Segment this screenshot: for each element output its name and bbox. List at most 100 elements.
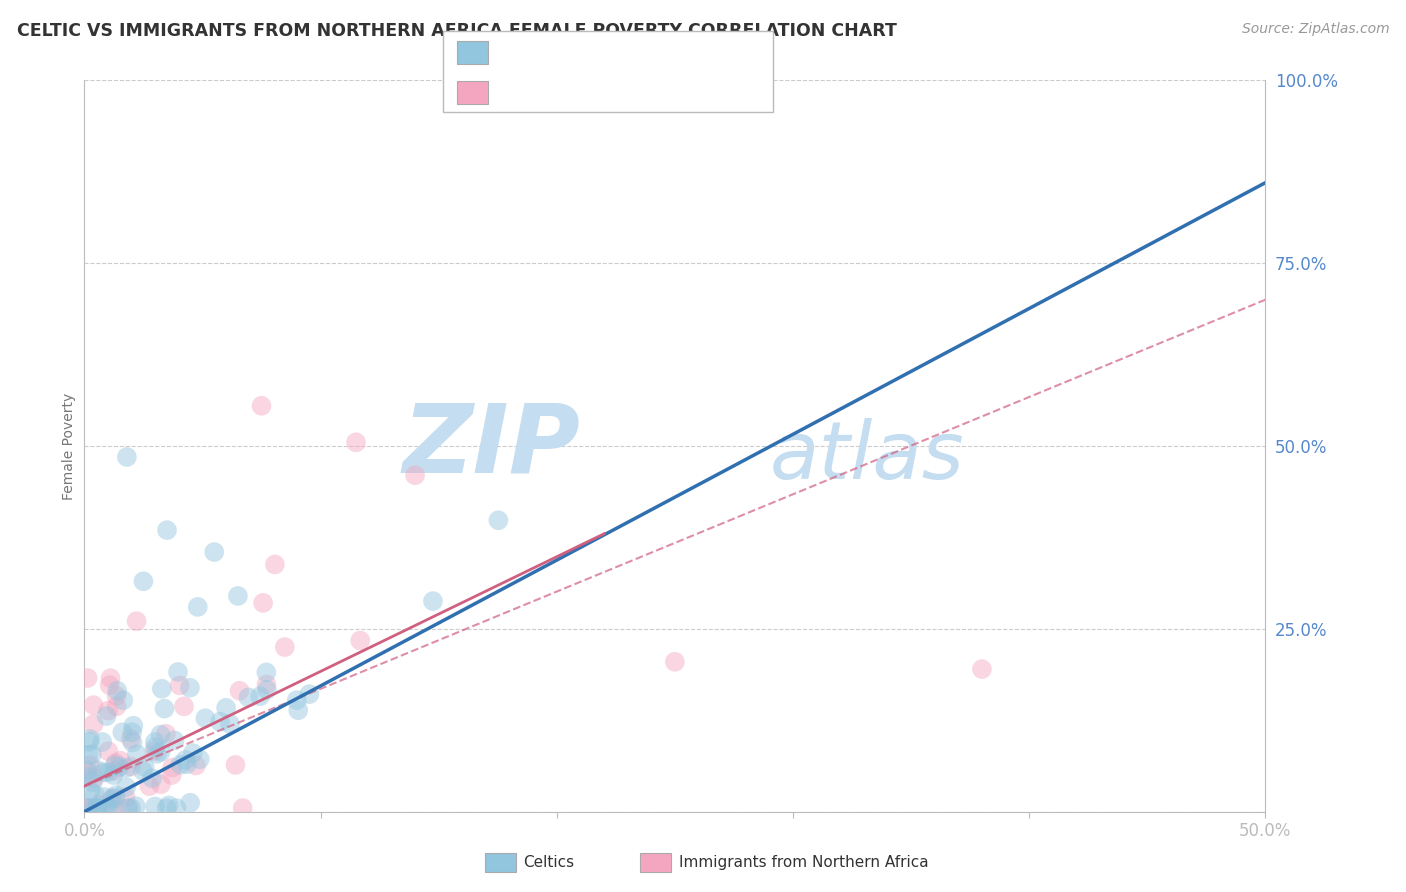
Point [125, 614, 148, 628]
Point [96, 709, 118, 723]
Point [93, 801, 115, 815]
Point [98, 801, 121, 815]
Point [97, 801, 120, 815]
Point [174, 753, 197, 767]
Point [132, 764, 155, 778]
Point [79, 783, 101, 797]
Point [143, 735, 166, 749]
Point [104, 764, 127, 778]
Point [209, 714, 232, 729]
Point [97, 744, 120, 758]
Point [238, 690, 260, 705]
Text: Celtics: Celtics [523, 855, 574, 870]
Point [110, 754, 132, 768]
Point [121, 725, 143, 739]
Point [149, 777, 172, 791]
Point [76, 801, 98, 815]
Point [77, 765, 100, 780]
Point [111, 725, 134, 739]
Point [166, 801, 188, 815]
Point [344, 435, 367, 450]
Point [160, 768, 183, 782]
Point [115, 780, 138, 794]
Point [256, 682, 278, 697]
Point [115, 450, 138, 464]
Point [125, 799, 148, 814]
Point [153, 701, 176, 715]
Point [83, 698, 105, 712]
Point [86, 801, 108, 815]
Point [76, 671, 98, 685]
Point [103, 768, 125, 782]
Point [143, 740, 166, 755]
Point [224, 758, 246, 772]
Point [82, 775, 104, 789]
Point [169, 678, 191, 692]
Point [249, 690, 271, 704]
Text: ZIP: ZIP [402, 400, 581, 492]
Point [80, 747, 103, 762]
Point [254, 677, 277, 691]
Point [226, 589, 249, 603]
Point [101, 801, 124, 815]
Point [121, 735, 143, 749]
Point [120, 731, 142, 746]
Point [141, 772, 163, 786]
Point [87, 797, 110, 812]
Point [83, 717, 105, 731]
Point [181, 746, 204, 760]
Point [117, 801, 139, 815]
Point [76, 801, 98, 815]
Point [86, 764, 108, 778]
Point [143, 799, 166, 814]
Point [215, 701, 238, 715]
Point [149, 728, 172, 742]
Point [264, 558, 287, 572]
Point [970, 662, 993, 676]
Text: N = 77: N = 77 [661, 44, 725, 62]
Point [86, 801, 108, 815]
Point [176, 757, 198, 772]
Point [149, 745, 172, 759]
Point [101, 793, 124, 807]
Point [122, 719, 145, 733]
Point [202, 545, 225, 559]
Point [132, 574, 155, 589]
Point [285, 693, 308, 707]
Point [163, 733, 186, 747]
Text: R = 0.429: R = 0.429 [502, 84, 598, 102]
Y-axis label: Female Poverty: Female Poverty [62, 392, 76, 500]
Point [79, 758, 101, 772]
Point [194, 711, 217, 725]
Point [162, 761, 184, 775]
Point [179, 796, 201, 810]
Point [250, 399, 273, 413]
Point [252, 596, 274, 610]
Point [91, 735, 114, 749]
Point [734, 84, 756, 98]
Point [120, 759, 142, 773]
Point [97, 704, 120, 718]
Point [76, 770, 98, 784]
Point [167, 665, 190, 679]
Point [83, 788, 105, 802]
Point [156, 523, 179, 537]
Point [179, 681, 201, 695]
Point [232, 801, 254, 815]
Point [97, 765, 120, 780]
Point [188, 752, 211, 766]
Point [157, 798, 180, 813]
Point [105, 699, 128, 714]
Point [93, 765, 115, 780]
Point [146, 747, 169, 761]
Point [287, 703, 309, 717]
Point [155, 801, 177, 815]
Point [134, 760, 156, 774]
Point [664, 655, 686, 669]
Point [105, 689, 128, 703]
Point [138, 779, 160, 793]
Point [105, 683, 128, 698]
Point [76, 763, 98, 777]
Text: Source: ZipAtlas.com: Source: ZipAtlas.com [1241, 22, 1389, 37]
Point [120, 801, 142, 815]
